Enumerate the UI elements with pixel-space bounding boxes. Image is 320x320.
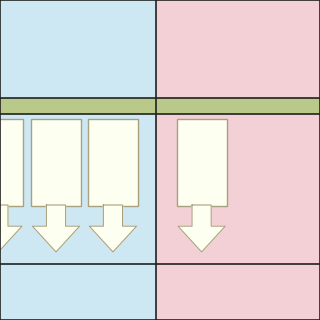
Bar — [0, 0, 156, 320]
FancyBboxPatch shape — [177, 119, 227, 206]
FancyBboxPatch shape — [0, 119, 23, 206]
Polygon shape — [32, 205, 80, 252]
Polygon shape — [178, 205, 225, 252]
FancyBboxPatch shape — [31, 119, 81, 206]
Bar — [0, 98, 320, 114]
FancyBboxPatch shape — [88, 119, 138, 206]
Bar — [156, 0, 320, 320]
Polygon shape — [0, 205, 22, 252]
Polygon shape — [89, 205, 137, 252]
